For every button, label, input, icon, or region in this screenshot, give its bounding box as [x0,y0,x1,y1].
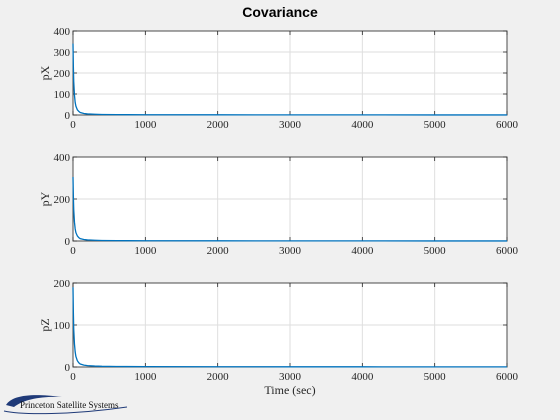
x-tick-label: 3000 [279,119,302,131]
x-tick-label: 4000 [351,119,374,131]
logo-swoosh-icon [6,395,62,407]
y-tick-label: 0 [65,362,71,374]
subplots: 0 1000 2000 3000 4000 5000 60000100200300400pX… [38,26,519,397]
x-tick-label: 1000 [134,371,157,383]
y-tick-label: 100 [54,89,71,101]
x-tick-label: 4000 [351,245,374,257]
y-tick-label: 400 [54,152,71,164]
subplot-1: 0 1000 2000 3000 4000 5000 6000 0 100 200 300 400 pX [38,26,519,131]
y-tick-label: 300 [54,47,71,59]
y-tick-label: 200 [54,68,71,80]
y-tick-label: 200 [54,278,71,290]
x-tick-label: 0 [70,245,76,257]
x-tick-label: 1000 [134,245,157,257]
subplot-2: 0 1000 2000 3000 4000 5000 6000 0 200 400 pY [38,152,519,257]
x-tick-label: 2000 [207,371,230,383]
x-tick-label: 5000 [424,245,447,257]
y-axis-label: pZ [38,318,52,331]
series-line-1 [72,176,508,242]
y-tick-label: 0 [65,110,71,122]
princeton-logo [3,395,128,415]
x-tick-label: 2000 [207,119,230,131]
x-tick-label: 4000 [351,371,374,383]
x-tick-label: 3000 [279,371,302,383]
y-axis-label: pX [38,65,52,80]
x-tick-label: 0 [70,119,76,131]
x-tick-label: 1000 [134,119,157,131]
x-tick-label: 6000 [496,245,519,257]
x-tick-label: 5000 [424,119,447,131]
x-tick-label: 2000 [207,245,230,257]
y-tick-label: 100 [54,320,71,332]
x-tick-label: 3000 [279,245,302,257]
series-line-1 [72,287,507,368]
x-tick-label: 0 [70,371,76,383]
logo-text: Princeton Satellite Systems [20,400,119,410]
x-tick-label: 5000 [424,371,447,383]
x-tick-label: 6000 [496,371,519,383]
y-tick-label: 400 [54,26,71,38]
y-tick-label: 0 [65,236,71,248]
subplot-3: 0 1000 2000 3000 4000 5000 6000 0 100 200 pZ Time (… [38,278,519,397]
series-line-1 [72,43,508,116]
y-axis-label: pY [38,191,52,206]
x-tick-label: 6000 [496,119,519,131]
y-tick-label: 200 [54,194,71,206]
x-axis-label: Time (sec) [264,383,315,397]
figure-title: Covariance [242,4,318,20]
